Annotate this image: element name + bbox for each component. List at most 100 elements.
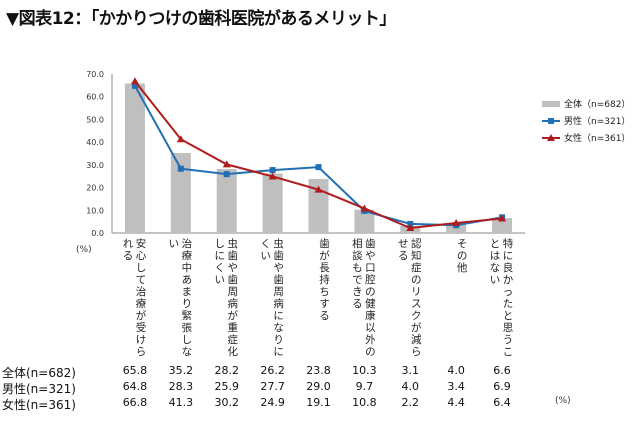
table-row: 男性(n=321) 64.8 28.3 25.9 27.7 29.0 9.7 4.0 3.4 6.… <box>0 380 640 396</box>
point-female <box>176 135 185 143</box>
svg-text:減: 減 <box>411 333 422 346</box>
y-axis-unit: (%) <box>76 245 92 255</box>
svg-text:歯: 歯 <box>365 237 376 250</box>
svg-text:外: 外 <box>365 334 376 346</box>
svg-text:口: 口 <box>365 262 376 274</box>
y-axis: 0.0 10.0 20.0 30.0 40.0 50.0 60.0 70.0 <box>86 70 525 238</box>
svg-text:緊: 緊 <box>182 310 193 322</box>
table-cell: 3.1 <box>401 364 420 377</box>
svg-text:知: 知 <box>411 249 422 262</box>
svg-text:り: り <box>182 298 193 310</box>
svg-text:る: る <box>123 250 134 262</box>
svg-text:が: が <box>319 249 330 262</box>
table-cell: 64.8 <box>122 380 148 393</box>
bar <box>216 168 237 233</box>
table-cell: 28.3 <box>168 380 194 393</box>
data-table: 全体(n=682) 65.8 35.2 28.2 26.2 23.8 10.3 3.1 4.0 6… <box>0 360 640 426</box>
svg-text:歯: 歯 <box>227 249 238 262</box>
point-male <box>223 171 230 178</box>
svg-text:が: が <box>227 309 238 322</box>
svg-text:以: 以 <box>365 322 376 334</box>
svg-text:る: る <box>319 310 330 322</box>
chart-canvas: 0.010.020.030.040.050.060.070.0 安心して治療が受… <box>76 70 630 358</box>
svg-text:持: 持 <box>319 273 330 286</box>
y-tick-label: 50.0 <box>86 115 104 124</box>
svg-text:療: 療 <box>136 297 147 310</box>
legend-label: 男性（n=321） <box>564 115 630 127</box>
svg-text:も: も <box>352 262 363 274</box>
svg-text:や: や <box>227 262 238 274</box>
point-male <box>131 82 138 89</box>
table-cell: 24.9 <box>260 396 285 409</box>
svg-text:リ: リ <box>411 286 422 298</box>
point-female <box>130 77 139 85</box>
svg-text:ち: ち <box>319 286 330 298</box>
svg-text:と: と <box>490 238 501 250</box>
table-unit: (%) <box>555 396 571 406</box>
svg-text:に: に <box>273 346 284 358</box>
table-row-label: 全体(n=682) <box>2 366 76 380</box>
svg-text:虫: 虫 <box>227 238 238 250</box>
point-female <box>268 172 277 180</box>
svg-text:い: い <box>169 238 180 250</box>
y-tick-label: 10.0 <box>86 206 104 215</box>
svg-text:が: が <box>136 309 147 322</box>
legend: 全体（n=682） 男性（n=321） 女性（n=361） <box>542 98 630 144</box>
svg-text:ま: ま <box>182 286 193 298</box>
svg-text:く: く <box>260 238 271 250</box>
svg-text:認: 認 <box>411 237 422 250</box>
table-row: 全体(n=682) 65.8 35.2 28.2 26.2 23.8 10.3 3.1 4.0 6… <box>0 364 640 380</box>
table-cell: 6.4 <box>493 396 511 409</box>
y-tick-label: 20.0 <box>86 184 104 193</box>
svg-text:心: 心 <box>136 250 147 262</box>
bar <box>124 83 145 233</box>
svg-text:歯: 歯 <box>319 237 330 250</box>
svg-text:れ: れ <box>123 238 134 250</box>
svg-text:張: 張 <box>182 322 193 334</box>
table-cell: 6.9 <box>493 380 511 393</box>
point-male <box>177 165 184 172</box>
bar <box>446 223 467 233</box>
svg-text:思: 思 <box>503 322 514 334</box>
svg-text:る: る <box>352 298 363 310</box>
y-tick-label: 0.0 <box>91 229 104 238</box>
svg-text:そ: そ <box>457 238 468 250</box>
table-row-label: 女性(n=361) <box>2 398 76 412</box>
svg-text:な: な <box>273 322 284 334</box>
point-male <box>269 167 276 174</box>
line-series <box>130 77 507 232</box>
svg-text:し: し <box>182 334 193 346</box>
svg-text:相: 相 <box>352 237 363 250</box>
svg-text:化: 化 <box>227 345 238 358</box>
svg-text:他: 他 <box>457 261 468 274</box>
bar <box>354 209 375 233</box>
chart-title: ▼図表12：「かかりつけの歯科医院があるメリット」 <box>6 9 396 29</box>
svg-text:せ: せ <box>398 238 409 250</box>
svg-text:長: 長 <box>319 262 330 274</box>
table-cell: 10.8 <box>352 396 377 409</box>
svg-text:き: き <box>352 286 363 298</box>
point-female <box>406 224 415 232</box>
point-female <box>222 160 231 168</box>
legend-label: 全体（n=682） <box>564 98 630 110</box>
svg-text:の: の <box>411 274 422 286</box>
point-male <box>407 220 414 227</box>
svg-text:虫: 虫 <box>273 238 284 250</box>
svg-text:と: と <box>503 310 514 322</box>
svg-text:談: 談 <box>352 249 363 262</box>
table-cell: 41.3 <box>168 396 194 409</box>
svg-text:あ: あ <box>182 274 193 286</box>
svg-text:な: な <box>490 262 501 274</box>
table-cell: 26.2 <box>260 364 285 377</box>
svg-text:る: る <box>398 250 409 262</box>
svg-text:治: 治 <box>182 237 193 250</box>
svg-text:良: 良 <box>503 261 514 274</box>
svg-text:に: に <box>214 250 225 262</box>
table-cell: 4.0 <box>401 380 420 393</box>
svg-text:い: い <box>260 250 271 262</box>
